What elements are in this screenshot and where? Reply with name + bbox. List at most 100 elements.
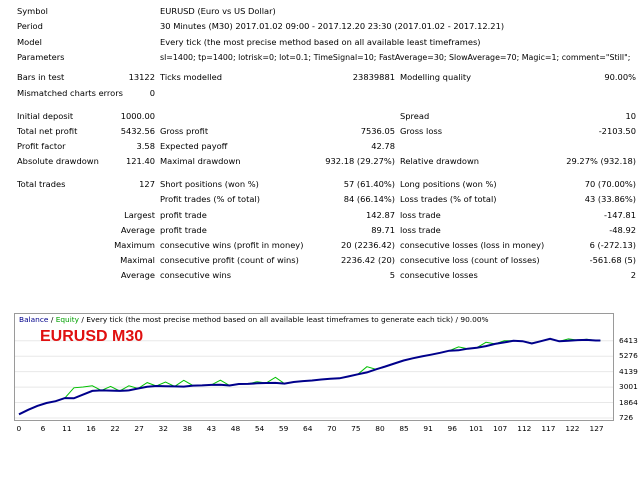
x-tick-label: 117: [541, 424, 556, 433]
x-tick-label: 6: [40, 424, 46, 433]
y-tick-label: 4139: [619, 366, 638, 376]
x-tick-label: 22: [110, 424, 120, 433]
x-tick-label: 27: [134, 424, 144, 433]
grossloss-value: -2103.50: [598, 126, 636, 136]
maxdd-value: 932.18 (29.27%): [325, 156, 395, 166]
expected-value: 42.78: [371, 141, 395, 151]
x-tick-label: 59: [278, 424, 289, 433]
avglosses-value: 2: [630, 270, 636, 280]
y-tick-label: 6413: [619, 335, 638, 345]
balance-line: [18, 337, 601, 416]
maxprofit-label: consecutive profit (count of wins): [160, 255, 299, 265]
absdd-label: Absolute drawdown: [17, 156, 99, 166]
maxloss-value: -561.68 (5): [589, 255, 636, 265]
x-tick-label: 127: [589, 424, 604, 433]
x-tick-label: 101: [469, 424, 484, 433]
x-tick-label: 16: [86, 424, 96, 433]
grossprofit-label: Gross profit: [160, 126, 209, 136]
profittrades-value: 84 (66.14%): [343, 194, 395, 204]
period-value: 30 Minutes (M30) 2017.01.02 09:00 - 2017…: [160, 21, 505, 31]
average-label: Average: [120, 225, 155, 235]
avgwins-value: 5: [389, 270, 395, 280]
symbol-label: Symbol: [17, 6, 48, 16]
y-tick-label: 726: [619, 413, 634, 422]
x-tick-label: 43: [206, 424, 217, 433]
x-tick-label: 122: [565, 424, 580, 433]
chart-legend: Balance / Equity / Every tick (the most …: [19, 315, 489, 324]
long-label: Long positions (won %): [400, 179, 497, 189]
pf-value: 3.58: [136, 141, 155, 151]
maximum-label: Maximum: [114, 240, 155, 250]
maxlosses-label: consecutive losses (loss in money): [400, 240, 545, 250]
x-tick-label: 75: [351, 424, 361, 433]
deposit-value: 1000.00: [120, 111, 155, 121]
grossloss-label: Gross loss: [400, 126, 443, 136]
y-tick-label: 5276: [619, 351, 638, 361]
bars-value: 13122: [128, 72, 155, 82]
absdd-value: 121.40: [125, 156, 155, 166]
reldd-label: Relative drawdown: [400, 156, 480, 166]
trades-label: Total trades: [17, 179, 66, 189]
maxdd-label: Maximal drawdown: [160, 156, 241, 166]
average-profit-label: profit trade: [160, 225, 207, 235]
y-tick-label: 1864: [619, 397, 638, 407]
grossprofit-value: 7536.05: [360, 126, 395, 136]
short-label: Short positions (won %): [160, 179, 259, 189]
largest-loss-label: loss trade: [400, 210, 441, 220]
maximal-label: Maximal: [120, 255, 155, 265]
parameters-value: sl=1400; tp=1400; lotrisk=0; lot=0.1; Ti…: [160, 53, 631, 62]
short-value: 57 (61.40%): [343, 179, 395, 189]
largest-profit-value: 142.87: [365, 210, 395, 220]
largest-label: Largest: [124, 210, 155, 220]
chart-plot: [15, 337, 613, 419]
avgwins-label: consecutive wins: [160, 270, 232, 280]
x-tick-label: 107: [493, 424, 508, 433]
losstrades-value: 43 (33.86%): [584, 194, 636, 204]
x-tick-label: 85: [399, 424, 409, 433]
ticks-label: Ticks modelled: [160, 72, 222, 82]
parameters-label: Parameters: [17, 52, 65, 62]
spread-value: 10: [625, 111, 636, 121]
maxlosses-value: 6 (-272.13): [589, 240, 636, 250]
average-loss-value: -48.92: [609, 225, 636, 235]
x-tick-label: 70: [327, 424, 337, 433]
spread-label: Spread: [400, 111, 430, 121]
quality-label: Modelling quality: [400, 72, 472, 82]
average-profit-value: 89.71: [371, 225, 395, 235]
period-label: Period: [17, 21, 43, 31]
maxwins-value: 20 (2236.42): [341, 240, 395, 250]
quality-value: 90.00%: [604, 72, 636, 82]
average2-label: Average: [120, 270, 155, 280]
balance-chart: Balance / Equity / Every tick (the most …: [14, 313, 614, 421]
bars-label: Bars in test: [17, 72, 65, 82]
model-label: Model: [17, 37, 42, 47]
deposit-label: Initial deposit: [17, 111, 74, 121]
netprofit-value: 5432.56: [120, 126, 155, 136]
mismatch-value: 0: [149, 88, 155, 98]
largest-profit-label: profit trade: [160, 210, 207, 220]
losstrades-label: Loss trades (% of total): [400, 194, 497, 204]
symbol-value: EURUSD (Euro vs US Dollar): [160, 6, 276, 16]
ticks-value: 23839881: [352, 72, 395, 82]
long-value: 70 (70.00%): [584, 179, 636, 189]
average-loss-label: loss trade: [400, 225, 441, 235]
maxwins-label: consecutive wins (profit in money): [160, 240, 304, 250]
reldd-value: 29.27% (932.18): [566, 156, 636, 166]
x-tick-label: 0: [16, 424, 22, 433]
pf-label: Profit factor: [17, 141, 66, 151]
legend-sep: /: [48, 315, 56, 324]
largest-loss-value: -147.81: [603, 210, 636, 220]
x-tick-label: 54: [254, 424, 265, 433]
expected-label: Expected payoff: [160, 141, 228, 151]
x-tick-label: 64: [303, 424, 313, 433]
maxprofit-value: 2236.42 (20): [341, 255, 395, 265]
legend-equity: Equity: [55, 315, 80, 324]
trades-value: 127: [139, 179, 155, 189]
x-tick-label: 32: [158, 424, 168, 433]
x-tick-label: 38: [182, 424, 192, 433]
x-tick-label: 80: [375, 424, 385, 433]
maxloss-label: consecutive loss (count of losses): [400, 255, 540, 265]
avglosses-label: consecutive losses: [400, 270, 478, 280]
profittrades-label: Profit trades (% of total): [160, 194, 260, 204]
chart-overlay-label: EURUSD M30: [40, 328, 144, 345]
